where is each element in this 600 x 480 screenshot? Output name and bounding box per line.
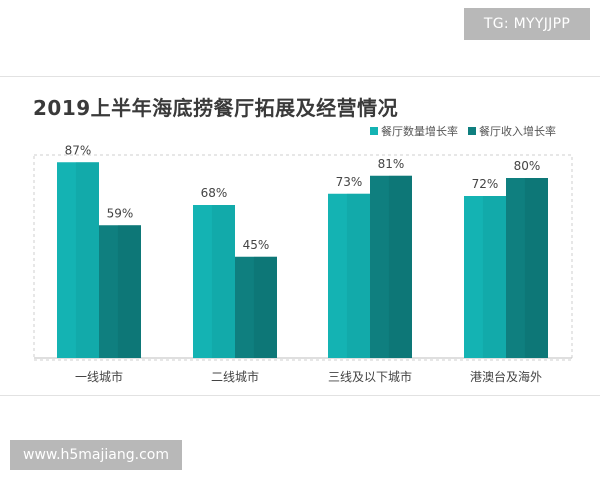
legend: 餐厅数量增长率 餐厅收入增长率 xyxy=(370,124,556,138)
category-label: 一线城市 xyxy=(75,369,123,384)
bar-shade xyxy=(524,178,548,358)
bar-fill xyxy=(99,225,141,358)
value-label: 68% xyxy=(201,186,228,200)
value-label: 59% xyxy=(107,206,134,220)
legend-swatch-series1 xyxy=(370,127,378,135)
bar-shade xyxy=(117,225,141,358)
category-labels-group: 一线城市 二线城市 三线及以下城市 港澳台及海外 xyxy=(75,369,542,384)
bar-restaurant-count-3 xyxy=(464,196,506,358)
bar-fill xyxy=(235,256,277,358)
bar-revenue-3 xyxy=(506,178,548,358)
value-label: 87% xyxy=(65,143,92,157)
bar-fill xyxy=(464,196,506,358)
legend-swatch-series2 xyxy=(468,127,476,135)
bar-fill xyxy=(370,175,412,358)
bar-fill xyxy=(506,178,548,358)
bar-shade xyxy=(253,256,277,358)
category-label: 港澳台及海外 xyxy=(470,369,542,384)
value-label: 80% xyxy=(514,159,541,173)
value-label: 72% xyxy=(472,177,499,191)
bars-group xyxy=(57,162,548,358)
value-labels-group: 87% 59% 68% 45% 73% 81% 72% 80% xyxy=(65,143,541,252)
value-label: 45% xyxy=(243,238,270,252)
bar-revenue-0 xyxy=(99,225,141,358)
bar-revenue-2 xyxy=(370,175,412,358)
bar-shade xyxy=(346,193,370,358)
bar-shade xyxy=(211,205,235,358)
bar-fill xyxy=(57,162,99,358)
value-label: 73% xyxy=(336,175,363,189)
value-label: 81% xyxy=(378,157,405,171)
legend-label-series1: 餐厅数量增长率 xyxy=(381,124,458,138)
watermark-bottom: www.h5majiang.com xyxy=(10,440,182,470)
bar-fill xyxy=(193,205,235,358)
bar-restaurant-count-2 xyxy=(328,193,370,358)
bar-restaurant-count-0 xyxy=(57,162,99,358)
legend-label-series2: 餐厅收入增长率 xyxy=(479,124,556,138)
chart-title: 2019上半年海底捞餐厅拓展及经营情况 xyxy=(33,96,399,120)
bar-fill xyxy=(328,193,370,358)
bar-restaurant-count-1 xyxy=(193,205,235,358)
watermark-top: TG: MYYJJPP xyxy=(464,8,590,40)
category-label: 二线城市 xyxy=(211,369,259,384)
bar-revenue-1 xyxy=(235,256,277,358)
bar-shade xyxy=(482,196,506,358)
category-label: 三线及以下城市 xyxy=(328,369,412,384)
bar-shade xyxy=(388,175,412,358)
bar-shade xyxy=(75,162,99,358)
